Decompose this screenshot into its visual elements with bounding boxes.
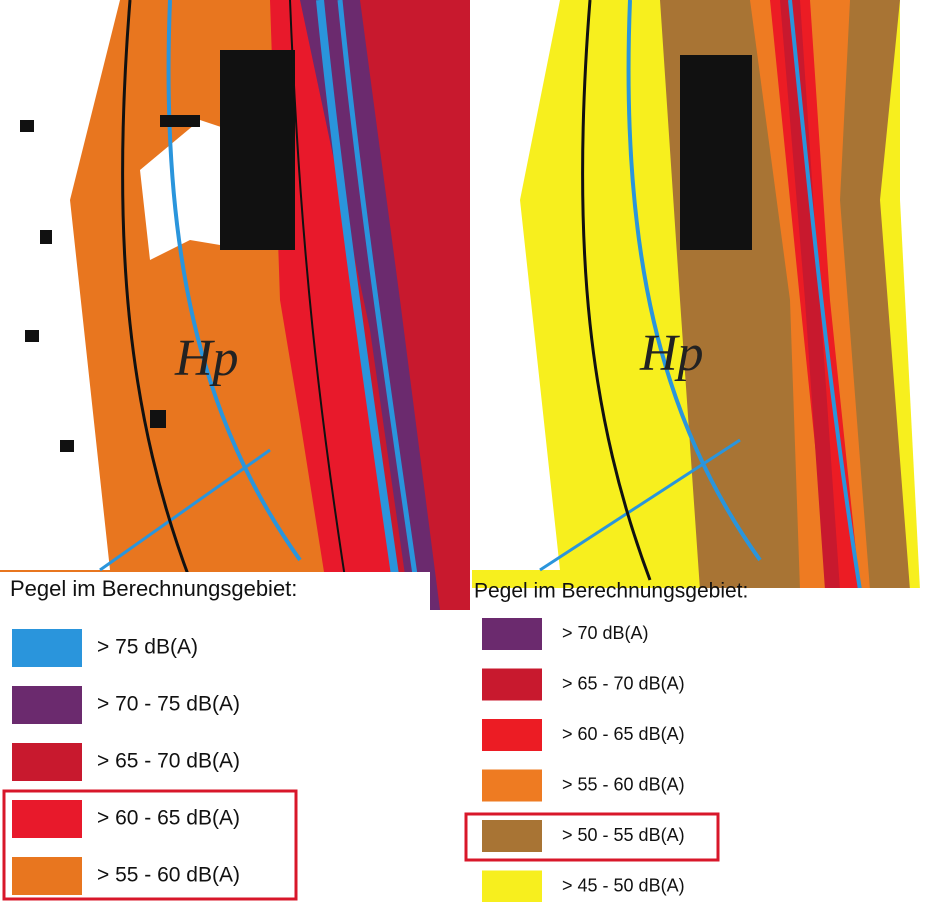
legend-label: > 70 dB(A) (562, 623, 649, 643)
legend-label: > 50 - 55 dB(A) (562, 825, 685, 845)
legend-label: > 75 dB(A) (97, 636, 198, 659)
legend-label: > 55 - 60 dB(A) (562, 774, 685, 794)
legend-label: > 45 - 50 dB(A) (562, 875, 685, 895)
legend-label: > 60 - 65 dB(A) (562, 724, 685, 744)
legend-swatch (12, 743, 82, 781)
legend-label: > 65 - 70 dB(A) (97, 750, 240, 773)
legend-label: > 65 - 70 dB(A) (562, 673, 685, 693)
legend-title: Pegel im Berechnungsgebiet: (10, 576, 297, 601)
page: Hp Hp Pegel im Berechnungsgebiet: > 75 dB… (0, 0, 947, 902)
right-map: Hp (472, 0, 947, 590)
legend-label: > 55 - 60 dB(A) (97, 864, 240, 887)
legend-swatch (482, 871, 542, 902)
legend-swatch (482, 820, 542, 852)
legend-swatch (482, 719, 542, 751)
map-label: Hp (174, 330, 239, 387)
legend-swatch (12, 686, 82, 724)
legend-swatch (12, 857, 82, 895)
legend-label: > 60 - 65 dB(A) (97, 807, 240, 830)
left-map: Hp (0, 0, 470, 610)
legend-label: > 70 - 75 dB(A) (97, 693, 240, 716)
legend-swatch (482, 618, 542, 650)
legend-swatch (12, 629, 82, 667)
map-label: Hp (639, 325, 704, 382)
legend-swatch (482, 669, 542, 701)
legend-swatch (12, 800, 82, 838)
legend-title: Pegel im Berechnungsgebiet: (474, 580, 748, 603)
legend-swatch (482, 770, 542, 802)
